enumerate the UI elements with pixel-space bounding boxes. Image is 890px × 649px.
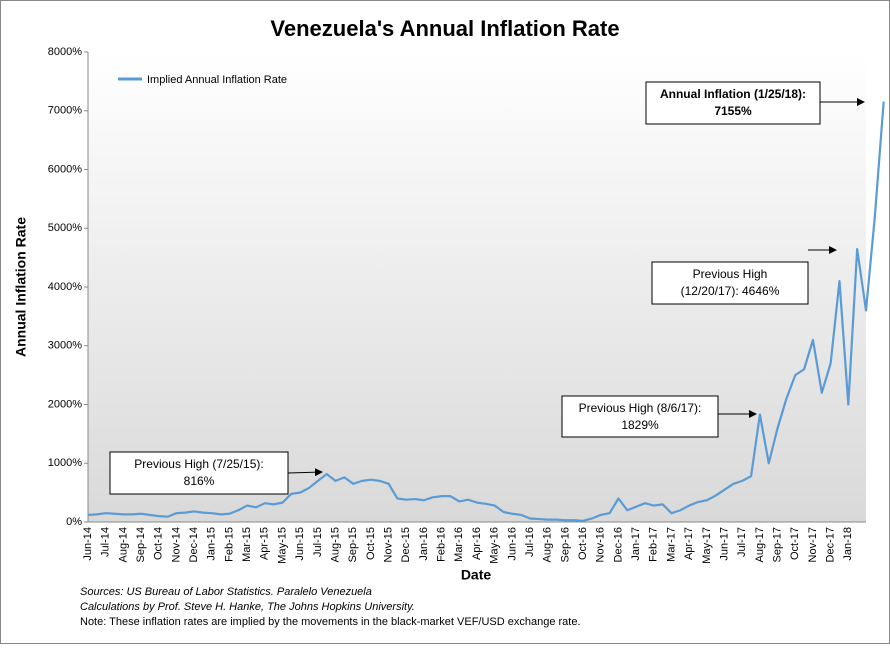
- y-tick-label: 8000%: [48, 46, 82, 58]
- x-tick-label: Feb-16: [436, 527, 448, 562]
- y-tick-label: 3000%: [48, 340, 82, 352]
- y-axis-label: Annual Inflation Rate: [13, 217, 29, 357]
- note: Calculations by Prof. Steve H. Hanke, Th…: [80, 601, 415, 613]
- annotation: Annual Inflation (1/25/18): 7155%: [645, 81, 865, 125]
- y-tick-label: 5000%: [48, 222, 82, 234]
- x-tick-label: May-16: [489, 527, 501, 564]
- x-tick-label: Oct-16: [577, 527, 589, 560]
- x-tick-label: Oct-17: [789, 527, 801, 560]
- annotation-line: 7155%: [714, 104, 752, 118]
- annotation-line: Previous High (8/6/17):: [579, 401, 702, 415]
- x-tick-label: Jul-17: [736, 527, 748, 557]
- x-tick-label: Jul-14: [100, 527, 112, 557]
- x-tick-label: Nov-15: [382, 527, 394, 562]
- annotation-line: Annual Inflation (1/25/18):: [660, 87, 806, 101]
- chart-title: Venezuela's Annual Inflation Rate: [270, 16, 619, 41]
- x-tick-label: Dec-15: [400, 527, 412, 562]
- x-tick-label: Dec-16: [612, 527, 624, 562]
- x-tick-label: Sep-14: [135, 527, 147, 562]
- x-tick-label: Sep-15: [347, 527, 359, 562]
- annotation: Previous High (8/6/17): 1829%: [561, 395, 757, 438]
- x-tick-label: Nov-16: [595, 527, 607, 562]
- x-tick-label: Nov-17: [807, 527, 819, 562]
- x-tick-label: Sep-17: [771, 527, 783, 562]
- y-tick-label: 4000%: [48, 281, 82, 293]
- x-tick-label: Oct-14: [153, 527, 165, 560]
- x-tick-label: Jun-16: [506, 527, 518, 561]
- annotation: Previous High (7/25/15): 816%: [109, 451, 323, 495]
- annotation-line: 1829%: [621, 418, 659, 432]
- x-tick-label: Feb-15: [223, 527, 235, 562]
- x-tick-label: Apr-15: [259, 527, 271, 560]
- x-tick-label: Aug-17: [754, 527, 766, 562]
- y-tick-label: 6000%: [48, 163, 82, 175]
- annotation-line: Previous High: [693, 267, 768, 281]
- y-tick-label: 0%: [66, 516, 82, 528]
- x-tick-label: Apr-17: [683, 527, 695, 560]
- x-tick-label: Dec-14: [188, 527, 200, 562]
- annotation: Previous High (12/20/17): 4646%: [651, 246, 837, 305]
- x-tick-label: Mar-15: [241, 527, 253, 562]
- x-tick-label: Jan-18: [842, 527, 854, 561]
- y-tick-label: 7000%: [48, 105, 82, 117]
- x-tick-label: Aug-16: [542, 527, 554, 562]
- x-tick-label: Jul-15: [312, 527, 324, 557]
- x-tick-label: Jul-16: [524, 527, 536, 557]
- x-tick-label: Aug-15: [329, 527, 341, 562]
- data-line: [87, 101, 885, 522]
- x-tick-label: Sep-16: [559, 527, 571, 562]
- note: Sources: US Bureau of Labor Statistics. …: [80, 586, 372, 598]
- x-tick-label: Jun-17: [718, 527, 730, 561]
- x-tick-label: Jan-15: [206, 527, 218, 561]
- x-axis-label: Date: [461, 567, 492, 583]
- annotation-line: Previous High (7/25/15):: [134, 457, 263, 471]
- annotation-line: 816%: [184, 474, 215, 488]
- x-tick-label: Jan-16: [418, 527, 430, 561]
- legend-label: Implied Annual Inflation Rate: [147, 74, 287, 86]
- x-tick-label: May-17: [701, 527, 713, 564]
- x-tick-label: Jun-14: [82, 527, 94, 561]
- x-tick-label: May-15: [276, 527, 288, 564]
- x-tick-label: Mar-17: [665, 527, 677, 562]
- x-tick-label: Apr-16: [471, 527, 483, 560]
- annotation-line: (12/20/17): 4646%: [681, 284, 780, 298]
- note: Note: These inflation rates are implied …: [80, 616, 581, 628]
- x-tick-label: Mar-16: [453, 527, 465, 562]
- x-tick-label: Dec-17: [825, 527, 837, 562]
- y-tick-label: 1000%: [48, 457, 82, 469]
- x-tick-label: Jun-15: [294, 527, 306, 561]
- x-tick-label: Feb-17: [648, 527, 660, 562]
- x-tick-label: Aug-14: [117, 527, 129, 562]
- x-tick-label: Oct-15: [365, 527, 377, 560]
- x-tick-label: Jan-17: [630, 527, 642, 561]
- x-tick-label: Nov-14: [170, 527, 182, 562]
- y-tick-label: 2000%: [48, 398, 82, 410]
